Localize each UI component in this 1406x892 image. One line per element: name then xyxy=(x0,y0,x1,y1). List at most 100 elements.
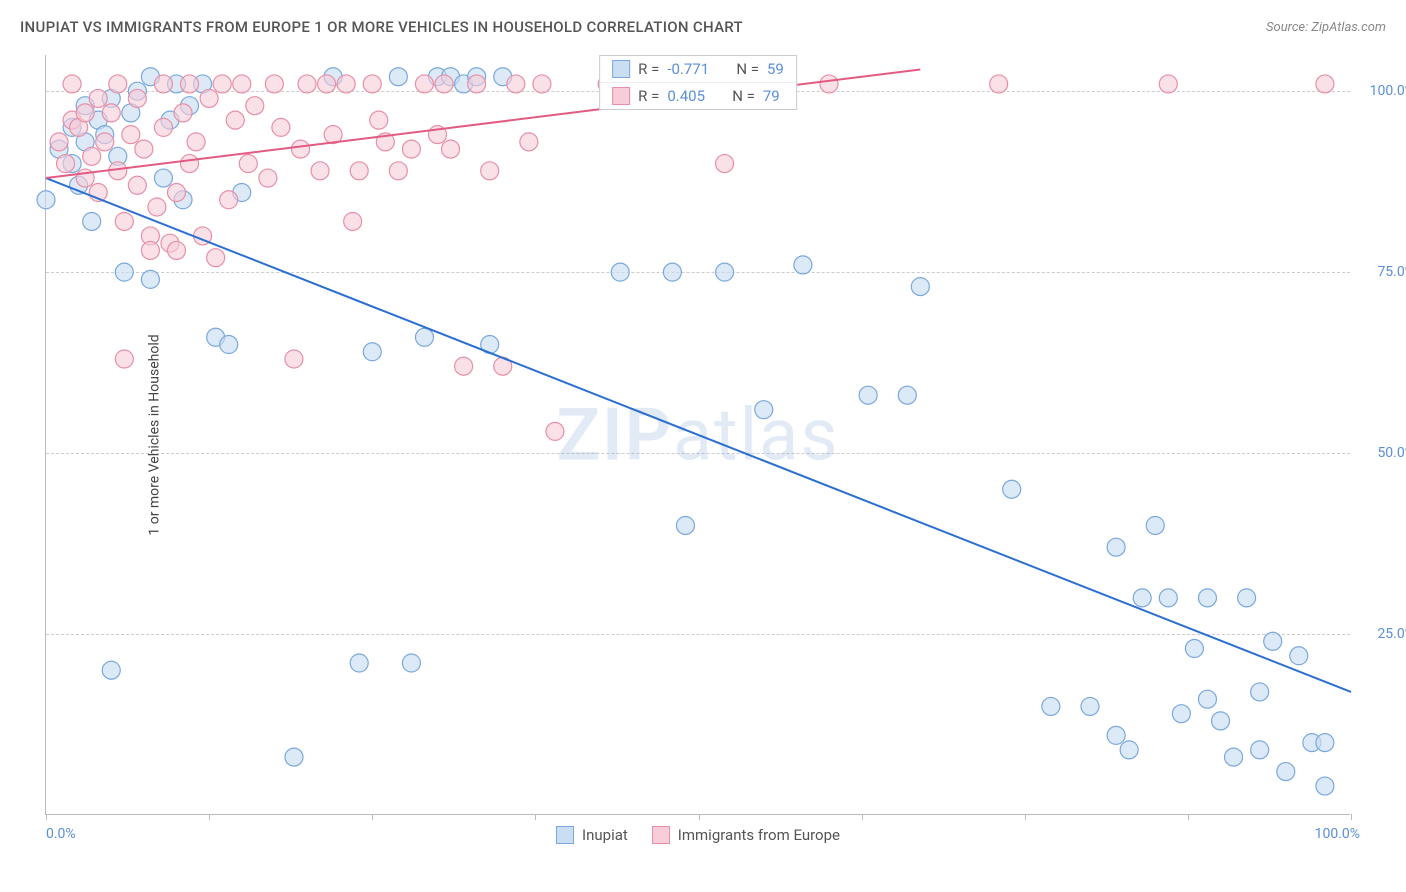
data-point xyxy=(1316,75,1334,93)
data-point xyxy=(83,147,101,165)
correlation-legend-row: R = -0.771 N = 59 xyxy=(600,56,796,82)
data-point xyxy=(389,162,407,180)
data-point xyxy=(102,661,120,679)
data-point xyxy=(716,263,734,281)
data-point xyxy=(37,191,55,209)
data-point xyxy=(115,350,133,368)
data-point xyxy=(1159,589,1177,607)
data-point xyxy=(546,422,564,440)
legend-swatch xyxy=(652,826,670,844)
data-point xyxy=(820,75,838,93)
data-point xyxy=(1133,589,1151,607)
data-point xyxy=(83,212,101,230)
data-point xyxy=(318,75,336,93)
data-point xyxy=(76,104,94,122)
data-point xyxy=(794,256,812,274)
data-point xyxy=(442,140,460,158)
data-point xyxy=(187,133,205,151)
data-point xyxy=(50,133,68,151)
data-point xyxy=(102,104,120,122)
data-point xyxy=(1251,741,1269,759)
correlation-legend-row: R = 0.405 N = 79 xyxy=(600,82,796,109)
data-point xyxy=(154,118,172,136)
data-point xyxy=(363,75,381,93)
data-point xyxy=(1003,480,1021,498)
scatter-plot xyxy=(46,55,1350,814)
data-point xyxy=(246,97,264,115)
data-point xyxy=(468,75,486,93)
data-point xyxy=(168,184,186,202)
data-point xyxy=(89,89,107,107)
data-point xyxy=(298,75,316,93)
data-point xyxy=(128,89,146,107)
data-point xyxy=(402,654,420,672)
legend-swatch xyxy=(612,87,630,105)
data-point xyxy=(663,263,681,281)
legend-label: Inupiat xyxy=(582,826,628,844)
data-point xyxy=(911,278,929,296)
data-point xyxy=(226,111,244,129)
data-point xyxy=(1185,640,1203,658)
x-tick-mark xyxy=(209,814,210,820)
data-point xyxy=(200,89,218,107)
data-point xyxy=(1146,516,1164,534)
legend-item: Immigrants from Europe xyxy=(652,826,840,844)
data-point xyxy=(1290,647,1308,665)
data-point xyxy=(265,75,283,93)
data-point xyxy=(507,75,525,93)
data-point xyxy=(291,140,309,158)
data-point xyxy=(370,111,388,129)
data-point xyxy=(122,126,140,144)
data-point xyxy=(676,516,694,534)
data-point xyxy=(272,118,290,136)
data-point xyxy=(220,336,238,354)
r-label: R = xyxy=(638,60,659,78)
x-tick-mark xyxy=(372,814,373,820)
y-tick-label: 75.0% xyxy=(1377,264,1406,280)
data-point xyxy=(174,104,192,122)
legend-swatch xyxy=(556,826,574,844)
data-point xyxy=(1172,705,1190,723)
r-value: -0.771 xyxy=(667,60,709,78)
data-point xyxy=(1107,538,1125,556)
data-point xyxy=(611,263,629,281)
source-label: Source: ZipAtlas.com xyxy=(1266,20,1386,35)
y-tick-label: 100.0% xyxy=(1370,83,1406,99)
n-label: N = xyxy=(732,87,755,105)
x-tick-label: 100.0% xyxy=(1315,826,1360,842)
x-tick-mark xyxy=(862,814,863,820)
x-tick-mark xyxy=(1188,814,1189,820)
data-point xyxy=(1238,589,1256,607)
x-tick-mark xyxy=(46,814,47,820)
data-point xyxy=(1212,712,1230,730)
data-point xyxy=(1251,683,1269,701)
data-point xyxy=(135,140,153,158)
data-point xyxy=(1277,763,1295,781)
data-point xyxy=(115,263,133,281)
data-point xyxy=(755,401,773,419)
chart-area: 1 or more Vehicles in Household 25.0%50.… xyxy=(45,55,1350,815)
data-point xyxy=(1198,589,1216,607)
correlation-legend: R = -0.771 N = 59R = 0.405 N = 79 xyxy=(599,55,797,110)
data-point xyxy=(898,386,916,404)
data-point xyxy=(63,75,81,93)
data-point xyxy=(181,75,199,93)
trend-line xyxy=(46,178,1351,692)
n-value: 59 xyxy=(767,60,784,78)
x-tick-mark xyxy=(1025,814,1026,820)
data-point xyxy=(207,249,225,267)
x-tick-mark xyxy=(535,814,536,820)
data-point xyxy=(455,357,473,375)
data-point xyxy=(1316,777,1334,795)
data-point xyxy=(415,75,433,93)
data-point xyxy=(716,155,734,173)
data-point xyxy=(859,386,877,404)
data-point xyxy=(402,140,420,158)
data-point xyxy=(990,75,1008,93)
x-tick-mark xyxy=(699,814,700,820)
data-point xyxy=(1159,75,1177,93)
data-point xyxy=(344,212,362,230)
data-point xyxy=(285,350,303,368)
data-point xyxy=(1316,734,1334,752)
legend-label: Immigrants from Europe xyxy=(678,826,840,844)
